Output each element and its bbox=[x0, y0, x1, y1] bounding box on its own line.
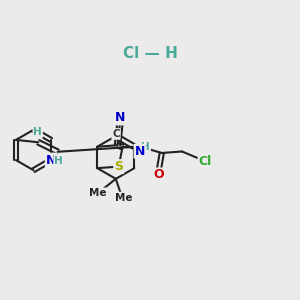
Text: S: S bbox=[114, 160, 123, 173]
Text: H: H bbox=[33, 128, 42, 137]
Text: Cl — H: Cl — H bbox=[123, 46, 177, 61]
Text: H: H bbox=[54, 156, 63, 166]
Text: Cl: Cl bbox=[199, 155, 212, 168]
Text: C: C bbox=[112, 129, 120, 139]
Text: Me: Me bbox=[89, 188, 106, 198]
Text: N: N bbox=[46, 154, 56, 166]
Text: N: N bbox=[115, 111, 125, 124]
Text: H: H bbox=[141, 142, 150, 152]
Text: O: O bbox=[154, 169, 164, 182]
Text: N: N bbox=[135, 145, 145, 158]
Text: Me: Me bbox=[115, 193, 132, 202]
